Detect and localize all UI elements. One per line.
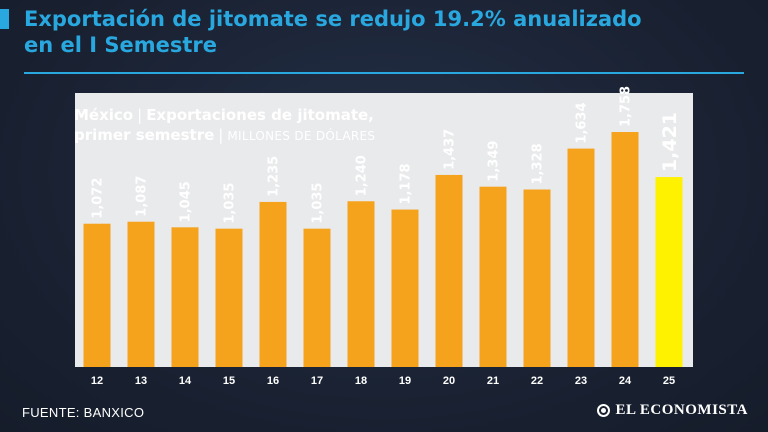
headline-line-1: Exportación de jitomate se redujo 19.2% … [24, 7, 642, 31]
bar-18 [347, 201, 375, 367]
value-label-23: 1,634 [575, 102, 590, 143]
x-tick-12: 12 [91, 375, 103, 387]
value-label-18: 1,240 [355, 155, 370, 196]
x-tick-20: 20 [443, 375, 455, 387]
value-label-24: 1,758 [619, 86, 634, 127]
bar-15 [215, 228, 243, 367]
headline-accent-bar [0, 9, 9, 29]
bar-19 [391, 209, 419, 367]
subtitle-separator: | [137, 106, 143, 124]
x-tick-13: 13 [135, 375, 147, 387]
value-label-12: 1,072 [91, 178, 106, 219]
value-label-17: 1,035 [311, 183, 326, 224]
x-tick-21: 21 [487, 375, 499, 387]
bar-20 [435, 174, 463, 367]
headline: Exportación de jitomate se redujo 19.2% … [24, 6, 744, 58]
bar-25 [655, 177, 683, 367]
chart-subtitle: México | Exportaciones de jitomate, primer… [74, 105, 375, 146]
headline-line-2: en el I Semestre [24, 33, 218, 57]
x-tick-24: 24 [619, 375, 632, 387]
bar-13 [127, 221, 155, 367]
bar-23 [567, 148, 595, 367]
x-tick-22: 22 [531, 375, 543, 387]
x-tick-15: 15 [223, 375, 235, 387]
bar-chart: 1,072 12 1,087 13 1,045 14 1,035 15 1,235 16 1,035… [83, 86, 683, 387]
subtitle-topic: Exportaciones de jitomate, [146, 106, 374, 124]
el-economista-logo: EL ECONOMISTA [596, 402, 749, 419]
x-tick-25: 25 [663, 375, 675, 387]
value-label-14: 1,045 [179, 181, 194, 222]
bar-12 [83, 223, 111, 367]
value-label-13: 1,087 [135, 176, 150, 217]
logo-text: EL ECONOMISTA [615, 402, 748, 418]
bar-14 [171, 227, 199, 367]
bar-22 [523, 189, 551, 367]
x-tick-23: 23 [575, 375, 587, 387]
subtitle-line-1: México | Exportaciones de jitomate, [74, 105, 375, 125]
x-tick-19: 19 [399, 375, 411, 387]
value-label-22: 1,328 [531, 143, 546, 184]
bar-24 [611, 132, 639, 367]
x-tick-18: 18 [355, 375, 367, 387]
x-tick-14: 14 [179, 375, 192, 387]
bar-21 [479, 186, 507, 367]
bar-17 [303, 228, 331, 367]
value-label-20: 1,437 [443, 129, 458, 170]
value-label-15: 1,035 [223, 183, 238, 224]
subtitle-separator-2: | [218, 126, 224, 144]
subtitle-country: México [74, 106, 134, 124]
value-label-16: 1,235 [267, 156, 282, 197]
value-label-19: 1,178 [399, 163, 414, 204]
headline-divider [24, 72, 744, 74]
subtitle-line-2: primer semestre | MILLONES DE DÓLARES [74, 125, 375, 146]
value-label-21: 1,349 [487, 141, 502, 182]
source-note: FUENTE: BANXICO [22, 405, 145, 420]
x-tick-16: 16 [267, 375, 279, 387]
value-label-25: 1,421 [659, 112, 681, 172]
subtitle-period: primer semestre [74, 126, 215, 144]
x-tick-17: 17 [311, 375, 323, 387]
logo-mark-icon [596, 404, 610, 417]
subtitle-units: MILLONES DE DÓLARES [227, 129, 376, 143]
bar-16 [259, 201, 287, 367]
